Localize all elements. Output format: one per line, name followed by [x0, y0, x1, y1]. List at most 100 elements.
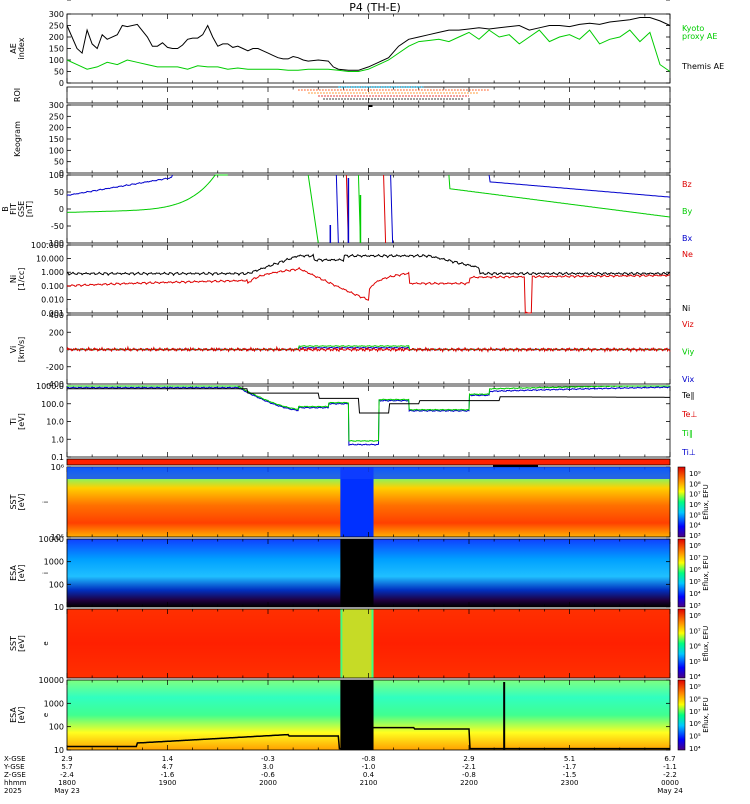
velocity-panel-ytick-label: 400 [49, 311, 64, 320]
ae-series-themis [66, 17, 671, 71]
velocity-legend-viz: Viz [682, 320, 694, 329]
temp-te-par [67, 388, 670, 414]
bfield-by-left [67, 174, 228, 213]
density-ne [66, 266, 671, 315]
ae-series-kyoto [66, 29, 671, 72]
xaxis-tick-value: 1800 [58, 779, 76, 787]
esa-ion-ytick-label: 10 [54, 603, 64, 612]
sst-ion-ytick-label: 10⁵ [51, 533, 64, 542]
sst-ion-ylabel-text: SST [9, 494, 18, 509]
bfield-panel-frame: -100 -50 0 50 100 [46, 171, 671, 248]
xaxis-tick-value: 2.9 [463, 755, 474, 763]
xaxis-tick-value: May 24 [657, 787, 683, 795]
density-panel-ytick-label: 100.000 [31, 241, 64, 250]
xaxis-tick-value: -0.8 [362, 755, 376, 763]
xaxis-tick-value: 3.0 [262, 763, 273, 771]
xaxis-row-label: Y-GSE [3, 763, 25, 771]
density-panel-frame: 0.001 0.010 0.100 1.000 10.000 100.000 [31, 241, 671, 318]
bfield-panel-ytick-label: -50 [51, 222, 64, 231]
temp-panel-frame: 0.1 1.0 10.0 100.0 1000.0 [36, 382, 671, 462]
sst-ion-ytick-label: 10⁶ [51, 463, 64, 472]
bfield-panel-border [66, 174, 671, 244]
esa-electron-ytick-label: 100 [49, 723, 64, 732]
sst-ion-ylabel-text: [eV] [17, 494, 26, 511]
bfield-legend-bx: Bx [682, 234, 692, 243]
esa-ion-ylabel-text: [eV] [17, 565, 26, 582]
sst-electron-ylabel: SST [eV] [9, 635, 26, 652]
esa-electron-colorbar-tick: 10⁹ [689, 683, 701, 691]
esa-electron-colorbar: 10⁹ 10⁸ 10⁷ 10⁶ 10⁵ 10⁴ Eflux, EFU [677, 679, 710, 753]
bfield-legend-bz: Bz [682, 180, 692, 189]
density-panel-ytick-label: 10.000 [36, 255, 64, 264]
sst-electron-colorbar-tick: 10⁷ [689, 627, 701, 635]
esa-electron-gap [340, 680, 374, 750]
temp-panel-ytick-label: 10.0 [46, 418, 64, 427]
sst-electron-colorbar-tick: 10⁵ [689, 658, 701, 666]
sst-electron-ylabel-text: [eV] [17, 635, 26, 652]
xaxis-tick-value: 4.7 [162, 763, 173, 771]
bfield-panel-ylabel-text: B [1, 206, 10, 212]
temp-panel-ytick-label: 1.0 [51, 435, 64, 444]
velocity-panel-ylabel-text: Vi [9, 346, 18, 354]
bfield-legend-by: By [682, 207, 692, 216]
velocity-panel-ytick-label: -400 [46, 380, 64, 389]
esa-ion-colorbar-label: Eflux, EFU [702, 555, 710, 590]
x-axis: X-GSEY-GSEZ-GSEhhmm20252.95.7-2.41800May… [3, 755, 683, 795]
ae-panel-ylabel: AE index [9, 37, 26, 59]
xaxis-tick-value: -0.8 [462, 771, 476, 779]
separator-black-mark [493, 465, 538, 467]
keogram-panel-ylabel: Keogram [13, 121, 22, 157]
xaxis-row-label: Z-GSE [4, 771, 26, 779]
velocity-panel-ytick-label: 200 [49, 328, 64, 337]
temp-panel-ylabel-text: [eV] [17, 413, 26, 430]
ae-legend-kyoto: Kyoto [682, 24, 704, 33]
sst-ion-ylabel: SST [eV] [9, 494, 26, 511]
esa-ion-colorbar-tick: 10³ [689, 602, 701, 610]
keogram-panel-ytick-label: 300 [49, 101, 64, 110]
keogram-panel-ytick-label: 150 [49, 135, 64, 144]
sst-ion-colorbar-tick: 10⁵ [689, 511, 701, 519]
density-panel-ylabel-text: [1/cc] [17, 268, 26, 291]
esa-ion-colorbar: 10⁸ 10⁷ 10⁶ 10⁵ 10⁴ 10³ Eflux, EFU [677, 538, 710, 610]
ae-panel-ytick-label: 100 [49, 56, 64, 65]
velocity-panel-ylabel: Vi [km/s] [9, 337, 26, 363]
temp-panel-ytick-label: 1000.0 [36, 382, 64, 391]
esa-electron-ytick-label: 10000 [39, 676, 64, 685]
xaxis-tick-value: -1.7 [563, 763, 577, 771]
bfield-by-right [448, 174, 671, 218]
esa-electron-ylabel-text: [eV] [17, 707, 26, 724]
xaxis-tick-value: 0.4 [363, 771, 375, 779]
density-panel-ytick-label: 1.000 [41, 268, 64, 277]
sst-electron-colorbar-tick: 10⁴ [689, 673, 701, 681]
keogram-panel-frame: 0 50 100 150 200 250 300 [49, 101, 671, 178]
bfield-spike [335, 174, 339, 244]
density-ni [66, 253, 671, 277]
bfield-panel-ylabel-text: FIT [9, 203, 18, 215]
ae-panel-ytick-label: 0 [59, 79, 64, 88]
esa-electron-colorbar-tick: 10⁴ [689, 745, 701, 753]
xaxis-row-label: hhmm [4, 779, 27, 787]
sst-electron-colorbar-label: Eflux, EFU [702, 626, 710, 661]
ae-legend-proxy-ae: proxy AE [682, 32, 717, 41]
velocity-legend-vix: Vix [682, 375, 695, 384]
ae-panel-ytick-label: 150 [49, 45, 64, 54]
bfield-spike [307, 174, 319, 244]
density-legend-ni: Ni [682, 304, 690, 313]
sst-ion-colorbar-tick: 10³ [689, 532, 701, 540]
sst-electron-ytick-label: 10⁵ [51, 0, 64, 2]
xaxis-tick-value: -1.1 [663, 763, 677, 771]
xaxis-tick-value: 2.9 [61, 755, 72, 763]
temp-panel-ylabel: Ti [eV] [9, 413, 26, 430]
sst-ion-colorbar-tick: 10⁹ [689, 470, 701, 478]
keogram-panel-ytick-label: 0 [59, 169, 64, 178]
temp-panel-ylabel-text: Ti [9, 418, 18, 426]
xaxis-tick-value: -2.1 [462, 763, 476, 771]
temp-ti-perp [66, 386, 671, 446]
sst-ion-colorbar-gradient [677, 466, 686, 538]
sst-ion-colorbar-label: Eflux, EFU [702, 484, 710, 519]
esa-ion-ytick-label: 100 [49, 580, 64, 589]
esa-electron-species: e [42, 713, 50, 717]
bfield-panel-ylabel-text: [nT] [25, 201, 34, 217]
